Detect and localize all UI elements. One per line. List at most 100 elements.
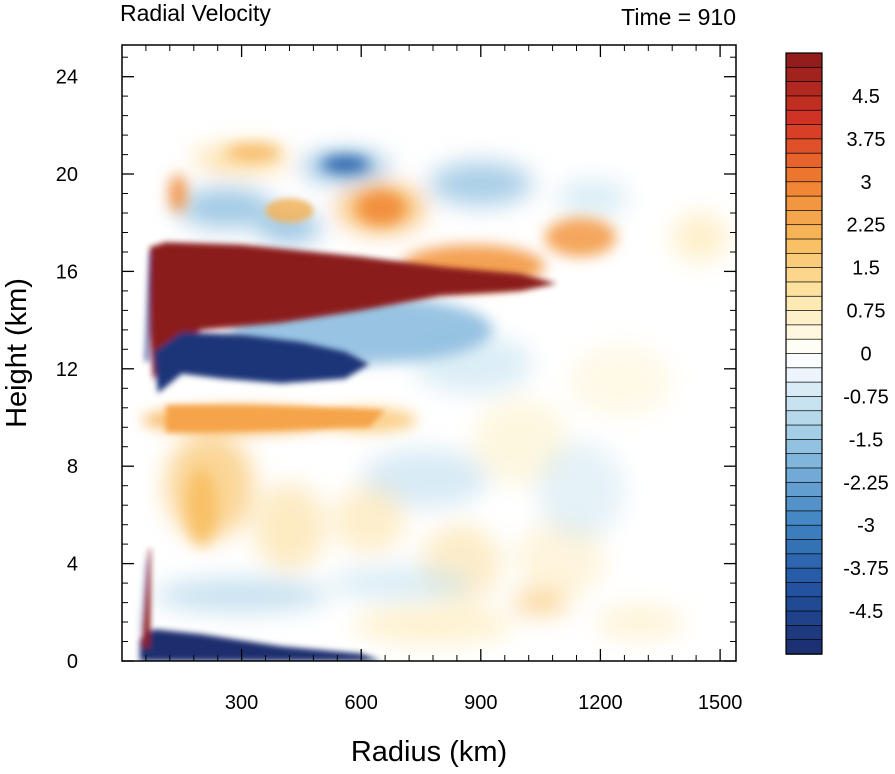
colorbar-cell: [785, 224, 823, 240]
colorbar-label: 1.5: [852, 258, 880, 280]
colorbar-cell: [785, 338, 823, 355]
upper-inflow-max: [153, 332, 370, 394]
secondary-outflow-core: [265, 198, 314, 223]
low-weak-outflow: [353, 605, 513, 644]
low-weak-outflow: [512, 590, 569, 615]
eyewall-inflow: [139, 553, 147, 640]
colorbar-cell: [785, 295, 823, 312]
colorbar-cell: [785, 424, 823, 441]
chart-subtitle: Time = 910: [621, 4, 736, 30]
colorbar-cell: [785, 481, 823, 498]
colorbar-cell: [785, 281, 823, 298]
x-axis-label: Radius (km): [351, 736, 507, 768]
colorbar-label: -0.75: [843, 386, 889, 408]
colorbar-cell: [785, 582, 823, 598]
x-tick-label: 300: [225, 692, 258, 714]
colorbar-label: -2.25: [843, 472, 889, 494]
field-broad-layer: [153, 147, 728, 644]
y-tick-label: 4: [67, 554, 78, 576]
secondary-outflow-core: [544, 217, 617, 257]
colorbar-cell: [785, 238, 823, 255]
x-tick-label: 600: [345, 692, 378, 714]
colorbar-label: -3: [857, 515, 875, 537]
colorbar-cell: [785, 310, 823, 326]
y-axis-label: Height (km): [1, 278, 33, 428]
colorbar-cell: [785, 596, 823, 612]
colorbar-cell: [785, 539, 823, 555]
colorbar-cell: [785, 267, 823, 283]
x-tick-label: 1500: [698, 692, 743, 714]
mid-weak-outflow: [185, 468, 218, 547]
upper-outflow-max: [149, 242, 557, 381]
colorbar-frame: [785, 52, 823, 655]
low-weak-outflow: [596, 605, 685, 639]
colorbar-cell: [785, 410, 823, 426]
colorbar-label: 0.75: [847, 301, 886, 323]
chart-title: Radial Velocity: [120, 0, 271, 26]
upper-weak-inflow: [257, 213, 322, 243]
field-sharp-layer: [139, 198, 557, 661]
upper-outflow-core: [225, 143, 282, 161]
colorbar-cell: [785, 553, 823, 569]
y-tick-label: 8: [67, 456, 78, 478]
upper-weak-inflow: [556, 178, 629, 218]
colorbar: [785, 52, 823, 655]
colorbar-cell: [785, 367, 823, 383]
x-tick-labels: 300 600 900 1200 1500: [225, 692, 742, 714]
colorbar-label: 3.75: [847, 129, 886, 151]
colorbar-cell: [785, 66, 823, 83]
y-tick-label: 20: [56, 164, 78, 186]
colorbar-label: 2.25: [847, 215, 886, 237]
boundary-layer-inflow: [139, 629, 382, 661]
colorbar-cell: [785, 152, 823, 169]
colorbar-cell: [785, 124, 823, 140]
upper-weak-inflow: [177, 188, 274, 228]
colorbar-cell: [785, 181, 823, 197]
colorbar-label: 3: [860, 172, 871, 194]
mid-weak-outflow: [568, 344, 673, 418]
y-tick-label: 0: [67, 651, 78, 673]
eyewall-outflow: [141, 549, 151, 649]
colorbar-labels: 4.5 3.75 3 2.25 1.5 0.75 0 -0.75 -1.5 -2.25 -3 -3.7…: [843, 86, 889, 623]
colorbar-cell: [785, 138, 823, 154]
colorbar-cell: [785, 496, 823, 512]
colorbar-cell: [785, 467, 823, 484]
axis-ticks: [122, 45, 736, 662]
colorbar-cell: [785, 324, 823, 340]
colorbar-label: -4.5: [849, 601, 883, 623]
colorbar-cell: [785, 610, 823, 627]
colorbar-cell: [785, 396, 823, 412]
colorbar-cell: [785, 439, 823, 455]
colorbar-label: 4.5: [852, 86, 880, 108]
eyewall-inflow: [145, 252, 151, 362]
x-tick-label: 1200: [578, 692, 623, 714]
low-weak-inflow: [153, 578, 330, 613]
y-tick-label: 12: [56, 359, 78, 381]
colorbar-cell: [785, 109, 823, 126]
mid-weak-inflow: [361, 449, 489, 508]
colorbar-cell: [785, 167, 823, 183]
upper-weak-outflow: [672, 213, 728, 262]
upper-inflow-core: [321, 155, 370, 173]
colorbar-cell: [785, 52, 823, 69]
colorbar-cell: [785, 210, 823, 226]
colorbar-cell: [785, 381, 823, 398]
colorbar-cell: [785, 252, 823, 269]
colorbar-cell: [785, 567, 823, 584]
colorbar-cell: [785, 95, 823, 111]
y-tick-label: 16: [56, 261, 78, 283]
upper-weak-inflow: [429, 161, 533, 206]
mid-outflow-band-core: [165, 405, 386, 433]
colorbar-cell: [785, 453, 823, 469]
colorbar-cell: [785, 195, 823, 212]
secondary-outflow-core: [357, 191, 406, 226]
colorbar-cell: [785, 81, 823, 97]
mid-weak-outflow: [333, 485, 406, 554]
y-tick-label: 24: [56, 67, 78, 89]
x-tick-label: 900: [464, 692, 497, 714]
colorbar-label: -1.5: [849, 429, 883, 451]
y-tick-labels: 0 4 8 12 16 20 24: [56, 67, 78, 673]
upper-outflow-core: [169, 174, 187, 213]
colorbar-cell: [785, 639, 823, 655]
